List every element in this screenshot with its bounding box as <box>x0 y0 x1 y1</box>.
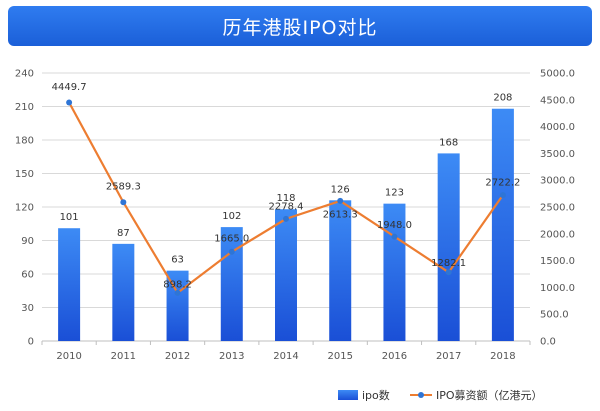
legend-label-bar: ipo数 <box>362 389 390 402</box>
line-point <box>499 192 506 199</box>
bar <box>437 153 460 341</box>
y-left-tick-label: 30 <box>21 303 34 314</box>
line-point <box>120 199 127 206</box>
bar-value-label: 101 <box>60 212 79 223</box>
bar <box>275 209 297 341</box>
line-value-label: 2278.4 <box>269 201 304 212</box>
line-point <box>445 269 452 276</box>
line-series <box>66 99 506 296</box>
y-right-tick-label: 1500.0 <box>540 256 575 267</box>
line-point <box>337 197 344 204</box>
x-tick-label: 2011 <box>111 351 136 362</box>
legend: ipo数 IPO募资额（亿港元） <box>338 389 543 402</box>
bar <box>329 200 352 341</box>
bar <box>383 203 406 341</box>
line-value-label: 2613.3 <box>323 209 358 220</box>
bar-value-label: 87 <box>117 228 130 239</box>
line-value-label: 4449.7 <box>52 82 87 93</box>
bar-value-label: 102 <box>222 211 241 222</box>
y-right-tick-label: 4000.0 <box>540 122 575 133</box>
legend-label-line: IPO募资额（亿港元） <box>436 389 543 402</box>
line-value-label: 1665.0 <box>214 233 249 244</box>
chart-title: 历年港股IPO对比 <box>222 16 378 39</box>
line-value-label: 2589.3 <box>106 182 141 193</box>
x-tick-label: 2012 <box>165 351 190 362</box>
y-right-tick-label: 5000.0 <box>540 69 575 80</box>
y-right-tick-label: 3500.0 <box>540 149 575 160</box>
bar-value-label: 208 <box>493 93 512 104</box>
x-tick-label: 2013 <box>219 351 244 362</box>
x-tick-label: 2018 <box>490 351 515 362</box>
line-value-label: 898.2 <box>163 279 192 290</box>
y-left-tick-label: 180 <box>15 136 34 147</box>
bar-value-label: 126 <box>331 184 350 195</box>
y-right-tick-label: 0.0 <box>540 337 556 348</box>
x-tick-label: 2010 <box>56 351 81 362</box>
y-right-tick-label: 2000.0 <box>540 229 575 240</box>
y-left-tick-label: 210 <box>15 102 34 113</box>
y-right-tick-label: 4500.0 <box>540 95 575 106</box>
y-left-tick-label: 120 <box>15 203 34 214</box>
legend-swatch-bar <box>338 390 358 400</box>
line-value-label: 2722.2 <box>485 178 520 189</box>
bar-value-label: 123 <box>385 188 404 199</box>
bar-series <box>58 108 514 341</box>
x-tick-label: 2016 <box>382 351 407 362</box>
axes: 0 30 60 90 120 150 180 210 240 0.0 500.0 1000.0 1500… <box>15 69 575 363</box>
line-point <box>66 99 73 106</box>
bar <box>112 243 135 341</box>
y-left-tick-label: 240 <box>15 69 34 80</box>
x-tick-label: 2014 <box>273 351 298 362</box>
line-point <box>391 233 398 240</box>
y-right-tick-label: 1000.0 <box>540 283 575 294</box>
legend-swatch-marker <box>418 392 424 398</box>
bar-value-label: 118 <box>276 193 295 204</box>
y-left-tick-label: 60 <box>21 270 34 281</box>
bar <box>491 108 514 341</box>
line-point <box>174 289 181 296</box>
y-right-tick-label: 3000.0 <box>540 176 575 187</box>
y-right-tick-label: 500.0 <box>540 310 569 321</box>
line-value-label: 1948.0 <box>377 220 412 231</box>
title-banner: 历年港股IPO对比 <box>8 6 592 46</box>
y-left-tick-label: 90 <box>21 236 34 247</box>
y-right-tick-label: 2500.0 <box>540 203 575 214</box>
y-left-tick-label: 0 <box>28 337 34 348</box>
x-tick-label: 2015 <box>327 351 352 362</box>
y-left-tick-label: 150 <box>15 169 34 180</box>
x-tick-label: 2017 <box>436 351 461 362</box>
data-labels: 101 87 63 102 118 126 123 168 208 4449.7 2589.3 898… <box>52 82 521 290</box>
line-point <box>228 248 235 255</box>
bar-value-label: 168 <box>439 137 458 148</box>
line-value-label: 1282.1 <box>431 258 466 269</box>
line-point <box>283 215 289 222</box>
bar-value-label: 63 <box>171 255 184 266</box>
bar <box>58 228 81 341</box>
